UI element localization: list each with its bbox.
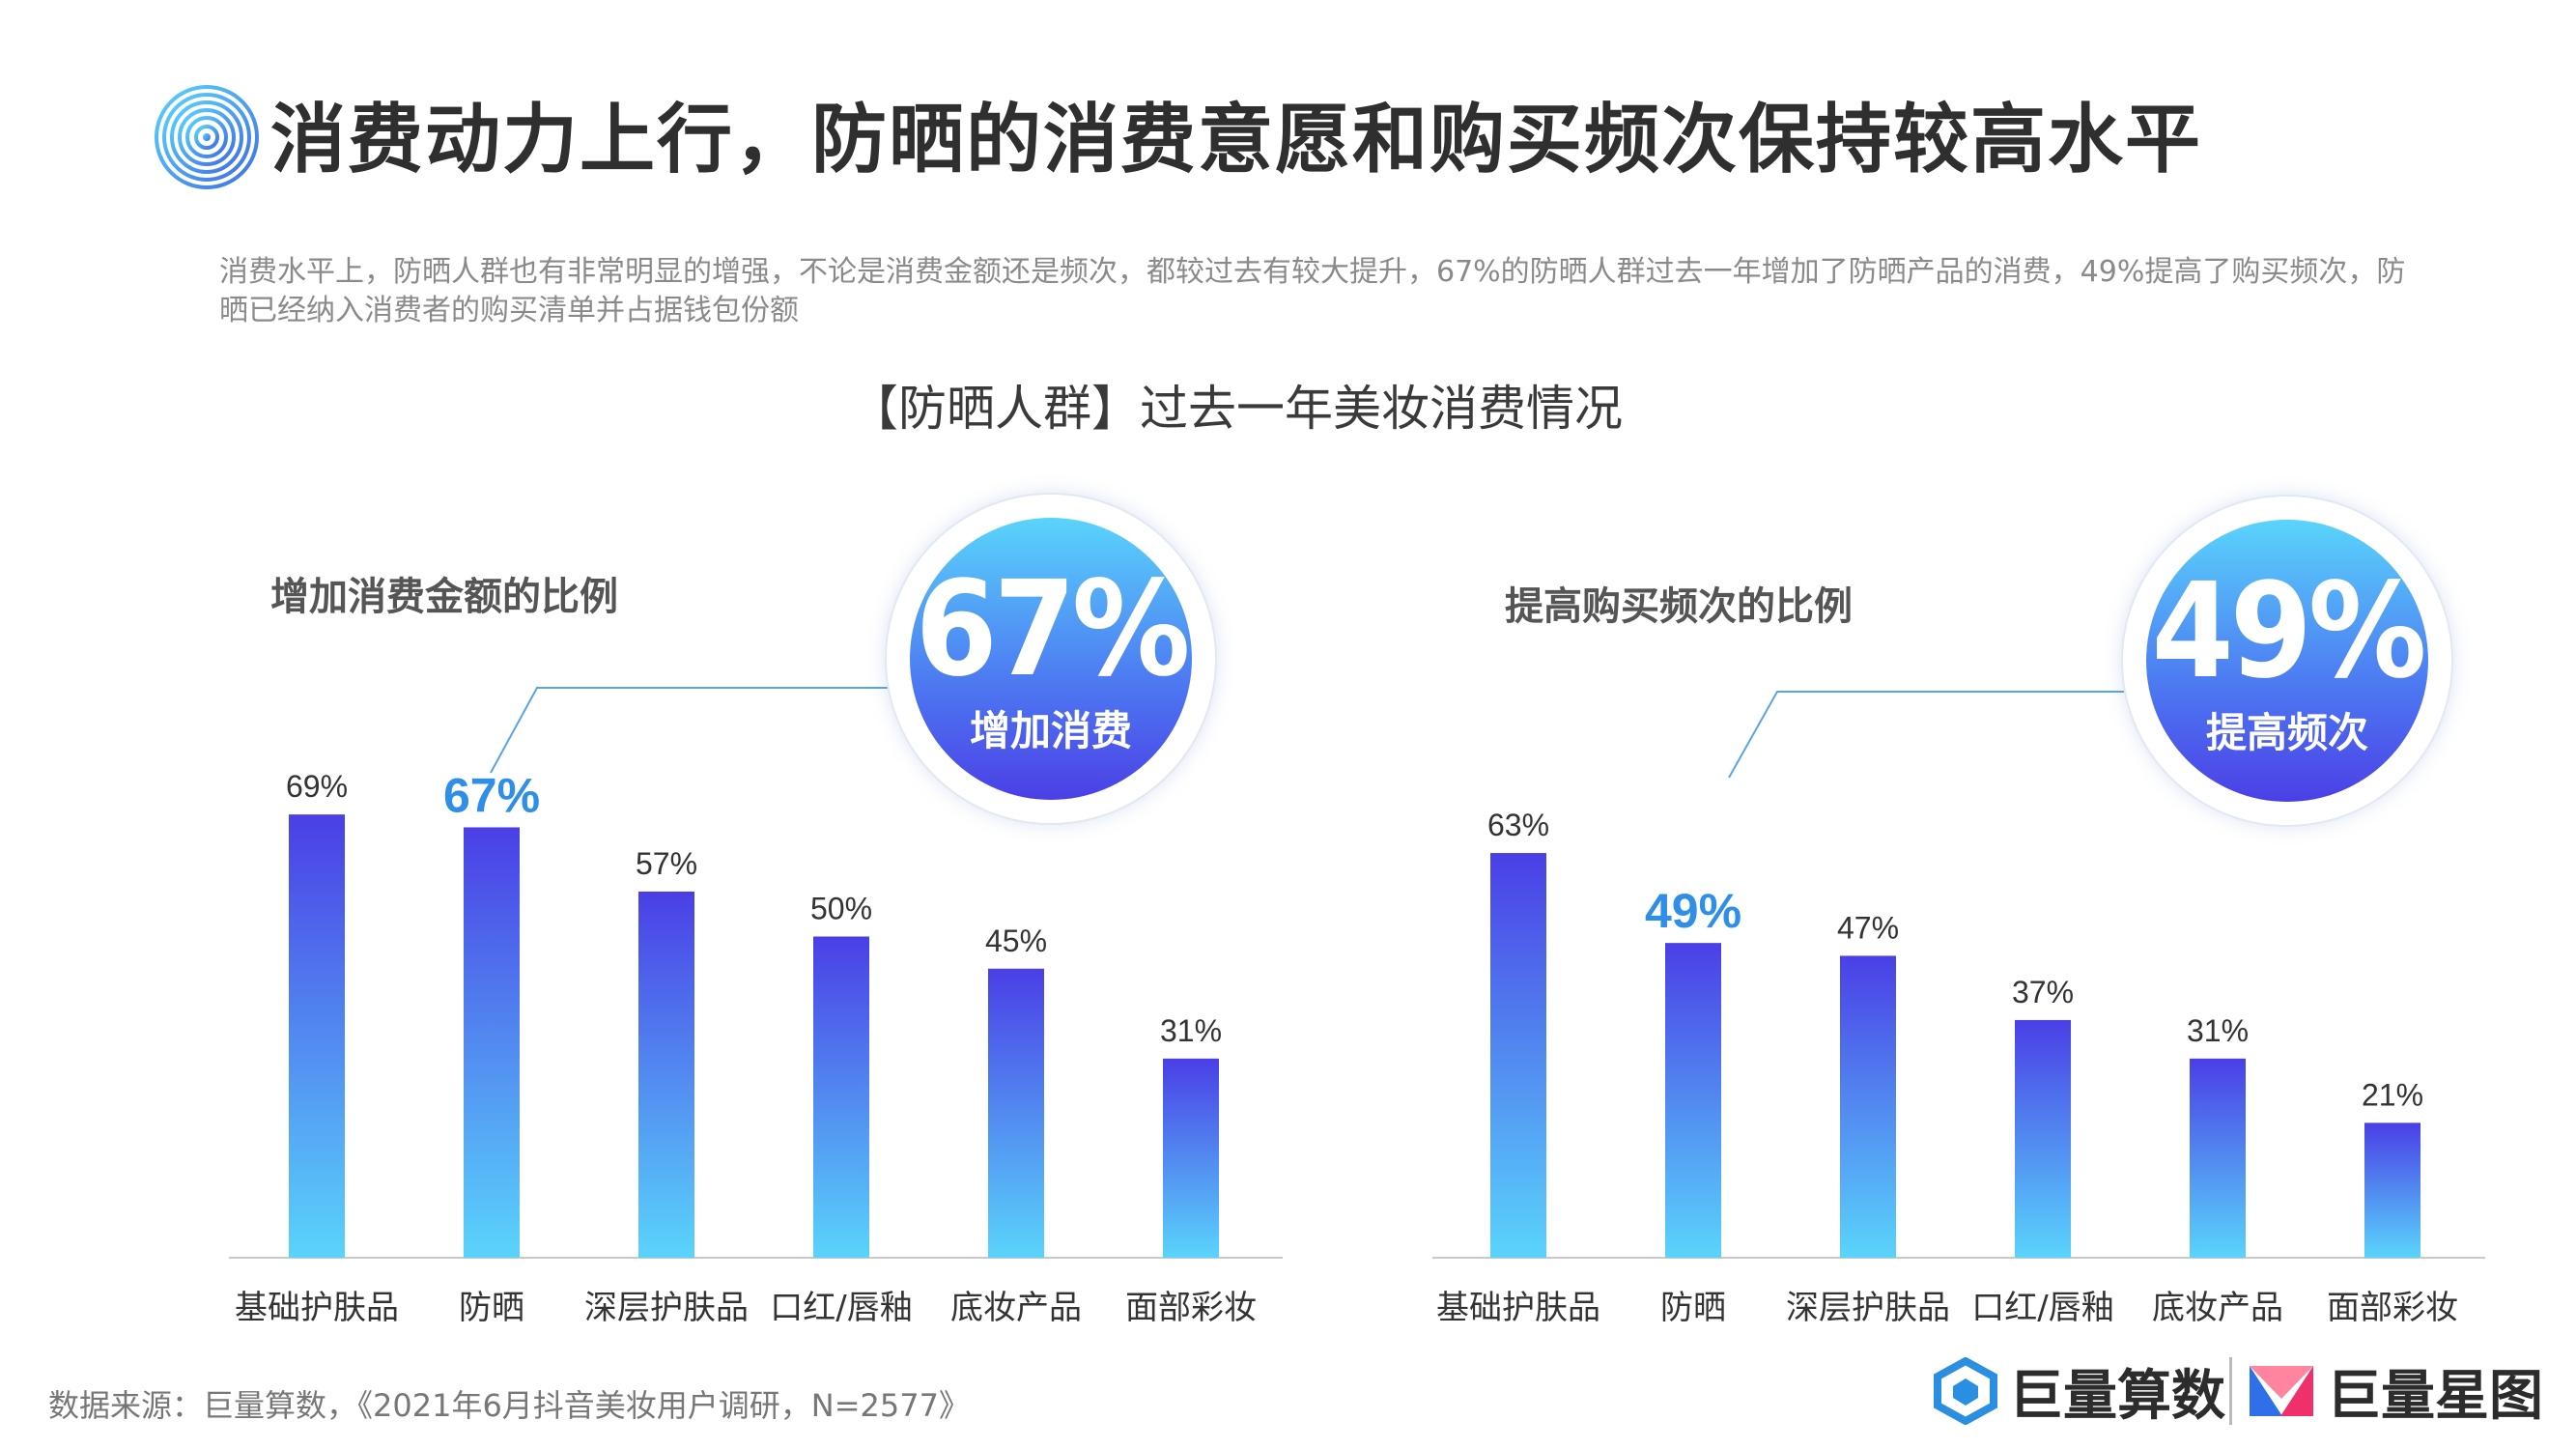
category-tick-label: 防晒 xyxy=(459,1289,524,1327)
chart-left-title: 增加消费金额的比例 xyxy=(270,575,618,619)
bar xyxy=(638,891,694,1258)
bar-value-label: 31% xyxy=(2187,1013,2249,1048)
category-tick-label: 深层护肤品 xyxy=(584,1289,749,1327)
bar xyxy=(2190,1058,2246,1258)
badge-label: 提高频次 xyxy=(2205,709,2368,756)
bar-value-label: 21% xyxy=(2362,1077,2423,1112)
page-title: 消费动力上行，防晒的消费意愿和购买频次保持较高水平 xyxy=(270,97,2203,184)
bar xyxy=(813,936,869,1258)
category-tick-label: 口红/唇釉 xyxy=(770,1289,912,1327)
bar xyxy=(1665,943,1721,1258)
brand-divider xyxy=(2229,1357,2232,1425)
badge-value: 67% xyxy=(915,554,1191,706)
bar xyxy=(988,968,1044,1258)
category-tick-label: 口红/唇釉 xyxy=(1971,1289,2113,1327)
juliang-suanshu-logo-icon xyxy=(1934,1357,1997,1425)
category-tick-label: 面部彩妆 xyxy=(1125,1289,1257,1327)
category-tick-label: 面部彩妆 xyxy=(2327,1289,2458,1327)
bar-value-label: 50% xyxy=(810,892,872,926)
brand-left-name: 巨量算数 xyxy=(2009,1364,2225,1428)
right-connector-line xyxy=(1728,691,2135,779)
description-text: 消费水平上，防晒人群也有非常明显的增强，不论是消费金额还是频次，都较过去有较大提… xyxy=(219,255,2406,327)
category-tick-label: 底妆产品 xyxy=(950,1289,1082,1327)
category-tick-label: 底妆产品 xyxy=(2152,1289,2283,1327)
chart-right-title: 提高购买频次的比例 xyxy=(1505,584,1853,629)
bar xyxy=(2015,1019,2071,1258)
badge-circle xyxy=(2146,520,2428,802)
bar xyxy=(464,827,520,1258)
bar-value-label: 45% xyxy=(985,923,1047,958)
bar-value-label: 47% xyxy=(1837,910,1899,945)
category-tick-label: 基础护肤品 xyxy=(1436,1289,1600,1327)
bar xyxy=(1840,955,1896,1258)
brand-right-name: 巨量星图 xyxy=(2327,1364,2543,1428)
category-tick-label: 深层护肤品 xyxy=(1786,1289,1950,1327)
badge-label: 增加消费 xyxy=(969,707,1132,754)
bar xyxy=(2364,1122,2420,1258)
left-connector-line xyxy=(490,687,889,774)
bar xyxy=(1490,853,1546,1258)
juliang-xingtu-logo-icon xyxy=(2250,1366,2313,1416)
badge-value: 49% xyxy=(2151,555,2427,708)
bar xyxy=(289,814,345,1258)
bar xyxy=(1163,1058,1219,1258)
badge-circle xyxy=(910,518,1192,800)
data-source-note: 数据来源：巨量算数，《2021年6月抖音美妆用户调研，N=2577》 xyxy=(48,1387,970,1424)
category-tick-label: 基础护肤品 xyxy=(235,1289,399,1327)
category-tick-label: 防晒 xyxy=(1660,1289,1726,1327)
bar-value-label: 67% xyxy=(443,768,540,822)
bar-value-label: 63% xyxy=(1487,808,1549,842)
bar-value-label: 37% xyxy=(2012,975,2074,1009)
badge-increase-spending: 67% 增加消费 xyxy=(885,493,1217,825)
bar-value-label: 57% xyxy=(636,846,697,881)
badge-increase-frequency: 49% 提高频次 xyxy=(2121,495,2453,827)
swirl-logo-icon xyxy=(155,85,259,189)
brand-juliang-suanshu: 巨量算数 xyxy=(1932,1352,2225,1430)
bar-value-label: 49% xyxy=(1645,884,1741,938)
section-title: 【防晒人群】过去一年美妆消费情况 xyxy=(850,381,1623,437)
bar-value-label: 69% xyxy=(286,769,348,804)
brand-juliang-xingtu: 巨量星图 xyxy=(2246,1352,2543,1430)
bar-value-label: 31% xyxy=(1160,1013,1222,1048)
